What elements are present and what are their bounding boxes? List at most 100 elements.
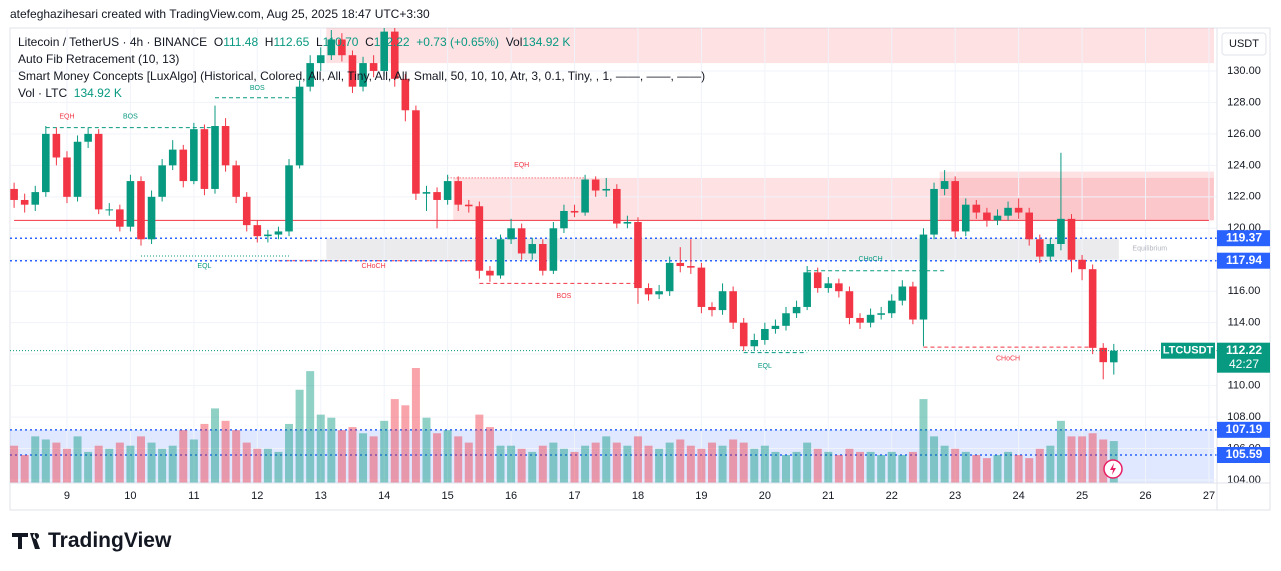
volume-bar [380,420,389,483]
volume-bar [612,442,621,483]
volume-bar [337,430,346,483]
candle-body [856,317,864,323]
volume-bar [1014,455,1023,483]
candle-body [1014,207,1023,213]
volume-bar [52,442,61,483]
candle-body [126,181,135,227]
candle-body [306,63,314,87]
candle-body [1046,244,1055,257]
volume-bar [993,455,1002,483]
volume-bar [1078,436,1087,483]
candle-body [31,192,40,205]
volume-bar [898,455,907,483]
candle-body [539,244,547,271]
candle-body [549,228,558,271]
volume-bar [729,439,738,483]
volume-bar [369,436,378,483]
volume-bar [62,448,71,483]
symbol: Litecoin / TetherUS · 4h · BINANCE [18,35,208,49]
volume-bar [877,455,886,483]
candle-body [845,291,854,318]
volume-bar [242,442,251,483]
indicator[interactable]: Smart Money Concepts [LuxAlgo] (Historic… [18,69,706,83]
y-tick-label: 122.00 [1227,191,1261,203]
volume-bar [644,445,653,483]
alert-glyph [1110,463,1116,475]
x-tick-label: 19 [695,490,707,502]
volume-bar [348,427,357,483]
level-tag [1217,421,1270,438]
volume-bar [718,445,727,483]
volume-bar [665,442,674,483]
candle-body [232,165,240,197]
symbol-tag [1161,342,1215,359]
volume-bar [1004,451,1013,483]
x-tick-label: 26 [1139,490,1151,502]
y-tick-label: 110.00 [1228,380,1261,392]
y-tick-label: 104.00 [1227,474,1261,486]
ohlc-key: H [264,35,274,49]
x-tick-label: 15 [442,490,454,502]
candle-body [242,196,251,226]
candle-body [708,306,716,311]
candle-body [993,215,1002,221]
volume-bar [105,448,114,483]
volume-bar [411,368,420,483]
volume-bar [168,445,177,483]
volume-bar [676,439,685,483]
candle-body [274,231,283,235]
y-tick-label: 126.00 [1227,128,1261,140]
volume-bar [919,399,928,483]
candle-body [739,322,748,347]
candle-body [1109,350,1118,363]
candle-body [1004,207,1012,216]
candle-body [909,286,917,320]
volume-bar [475,414,484,483]
volume-indicator[interactable]: Vol · LTC 134.92 K [18,85,705,102]
candle-body [464,204,473,207]
volume-bar [908,451,917,483]
candle-body [10,188,18,200]
indicator[interactable]: Auto Fib Retracement (10, 13) [18,52,180,66]
annotation: EQH [59,113,74,120]
candle-body [581,179,589,213]
candle-body [782,313,790,326]
candle-body [443,181,452,200]
candle-body [116,209,124,227]
x-tick-label: 17 [568,490,580,502]
price-axis: 104.00106.00108.00110.00112.00114.00116.… [10,28,1270,510]
candle-body [105,209,114,211]
candle-body [687,266,695,268]
y-tick-label: 114.00 [1228,317,1261,329]
candle-body [824,283,833,289]
ohlc-key: O [213,35,224,49]
x-tick-label: 18 [632,490,644,502]
credit: atefeghazihesari created with TradingVie… [10,7,430,21]
vol-value: 134.92 K [73,86,122,100]
volume-bar [295,389,304,483]
volume-bar [887,451,896,483]
volume-bar [707,442,716,483]
volume-value: 134.92 K [522,35,571,49]
volume-bar [73,436,82,483]
candle-body [496,239,505,276]
volume-bar [602,436,611,483]
volume-bar [538,445,547,483]
annotation: EQL [197,263,211,270]
candle-body [359,63,367,87]
volume-bar [655,448,664,483]
x-tick-label: 20 [759,490,771,502]
volume-bar [1056,420,1065,483]
zone [453,177,1214,221]
volume-bar [454,436,463,483]
candle-body [771,325,780,329]
candle-body [877,313,885,315]
ohlc-value: 111.48 [223,35,259,49]
zone [939,171,1214,221]
volume-bar [792,451,801,483]
candle-body [665,262,674,292]
volume-bar [422,417,431,483]
x-tick-label: 25 [1076,490,1088,502]
volume-bar [263,448,272,483]
